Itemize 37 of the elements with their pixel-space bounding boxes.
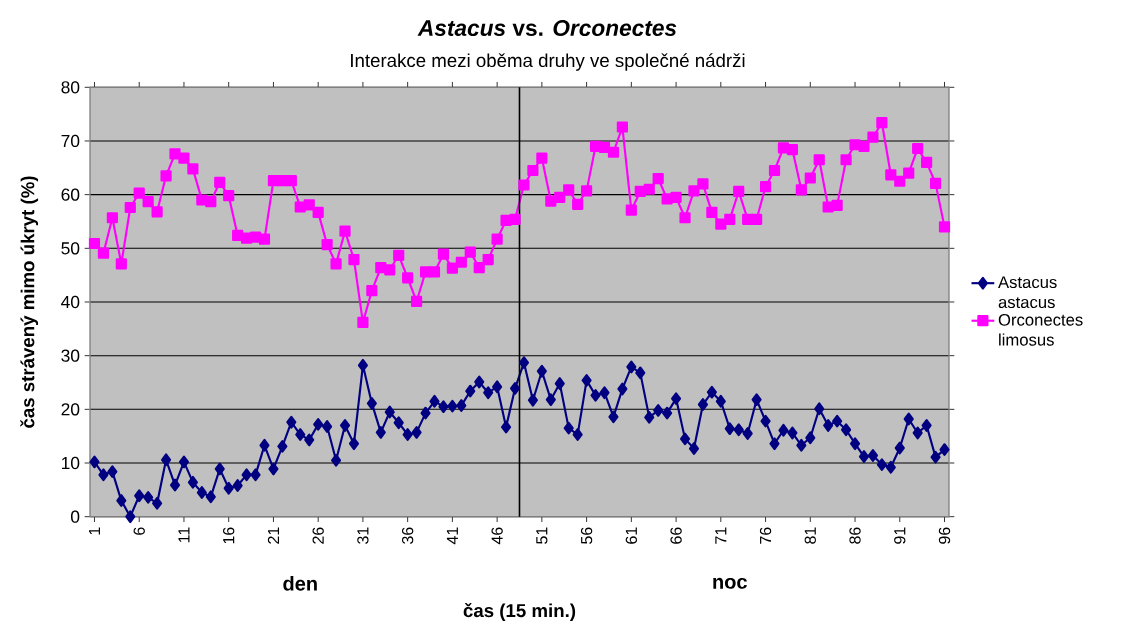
y-tick-label: 80 — [61, 81, 80, 94]
x-tick-label: 81 — [804, 527, 816, 544]
x-tick-label: 86 — [849, 527, 861, 544]
y-tick-label: 10 — [62, 456, 80, 470]
y-axis-title: čas strávený mimo úkryt (%) — [20, 176, 39, 428]
text: noc — [713, 577, 747, 589]
chart-title: Astacus vs. Orconectes — [417, 19, 677, 37]
x-tick-label: 26 — [312, 527, 324, 544]
y-tick-label: 30 — [61, 349, 80, 362]
x-tick-label: 21 — [267, 527, 280, 544]
x-tick-label: 91 — [894, 527, 906, 544]
x-tick-label: 46 — [491, 527, 503, 545]
x-tick-label: 16 — [223, 527, 235, 544]
chart-subtitle: Interakce mezi oběma druhy ve společné nádrži — [351, 53, 745, 71]
text: den — [283, 576, 317, 591]
x-tick-label: 1 — [88, 527, 100, 535]
y-tick-label: 0 — [71, 510, 80, 523]
y-tick-label: 40 — [61, 295, 80, 309]
x-tick-label: 31 — [357, 527, 369, 544]
x-tick-label: 76 — [759, 527, 772, 544]
x-tick-label: 66 — [670, 527, 682, 544]
x-tick-label: 51 — [536, 527, 548, 544]
x-tick-label: 56 — [580, 527, 593, 544]
x-tick-label: 41 — [446, 527, 458, 545]
y-tick-label: 50 — [61, 242, 80, 255]
y-tick-label: 20 — [61, 403, 80, 416]
x-tick-label: 6 — [133, 527, 145, 535]
x-tick-label: 61 — [625, 527, 637, 544]
legend-label: Astacus astacus — [998, 276, 1057, 309]
x-axis-title: čas (15 min.) — [463, 603, 576, 621]
y-tick-label: 60 — [61, 188, 80, 201]
x-tick-label: 36 — [401, 527, 414, 544]
x-tick-label: 71 — [715, 527, 727, 544]
legend-label: Orconectes limosus — [998, 313, 1083, 346]
x-tick-label: 11 — [178, 527, 190, 543]
y-tick-label: 70 — [61, 134, 80, 148]
x-tick-label: 96 — [938, 527, 951, 544]
